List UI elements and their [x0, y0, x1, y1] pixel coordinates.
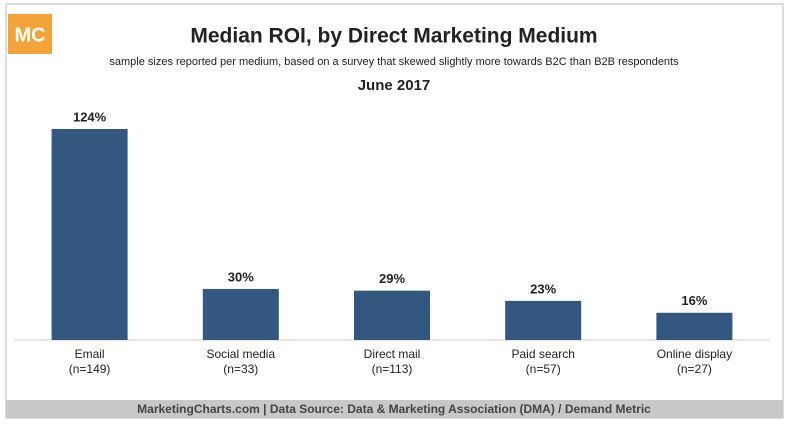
footer-band: [6, 400, 783, 418]
bar: [51, 129, 128, 340]
logo: MC: [14, 24, 45, 46]
bar: [354, 290, 430, 340]
value-label: 16%: [681, 293, 707, 308]
x-tick-note: (n=33): [223, 362, 258, 376]
x-tick-note: (n=149): [69, 362, 111, 376]
x-tick-note: (n=113): [372, 362, 413, 376]
x-tick-label: Online display: [657, 347, 732, 361]
frame: [5, 3, 784, 419]
logo-box: [8, 14, 52, 54]
x-tick-label: Email: [75, 347, 105, 361]
value-label: 30%: [228, 269, 254, 284]
x-tick-label: Paid search: [512, 347, 575, 361]
value-label: 124%: [73, 109, 107, 124]
bar: [202, 288, 279, 340]
x-tick-label: Direct mail: [364, 347, 421, 361]
date: June 2017: [358, 77, 431, 94]
value-label: 23%: [530, 281, 556, 296]
bar: [656, 312, 733, 340]
x-tick-note: (n=27): [677, 362, 712, 376]
x-tick-note: (n=57): [526, 362, 561, 376]
subtitle: sample sizes reported per medium, based …: [109, 56, 679, 68]
chart-title: Median ROI, by Direct Marketing Medium: [190, 25, 597, 48]
x-tick-label: Social media: [206, 347, 275, 361]
source: MarketingCharts.com | Data Source: Data …: [137, 402, 651, 416]
value-label: 29%: [379, 271, 405, 286]
bar: [505, 300, 582, 340]
